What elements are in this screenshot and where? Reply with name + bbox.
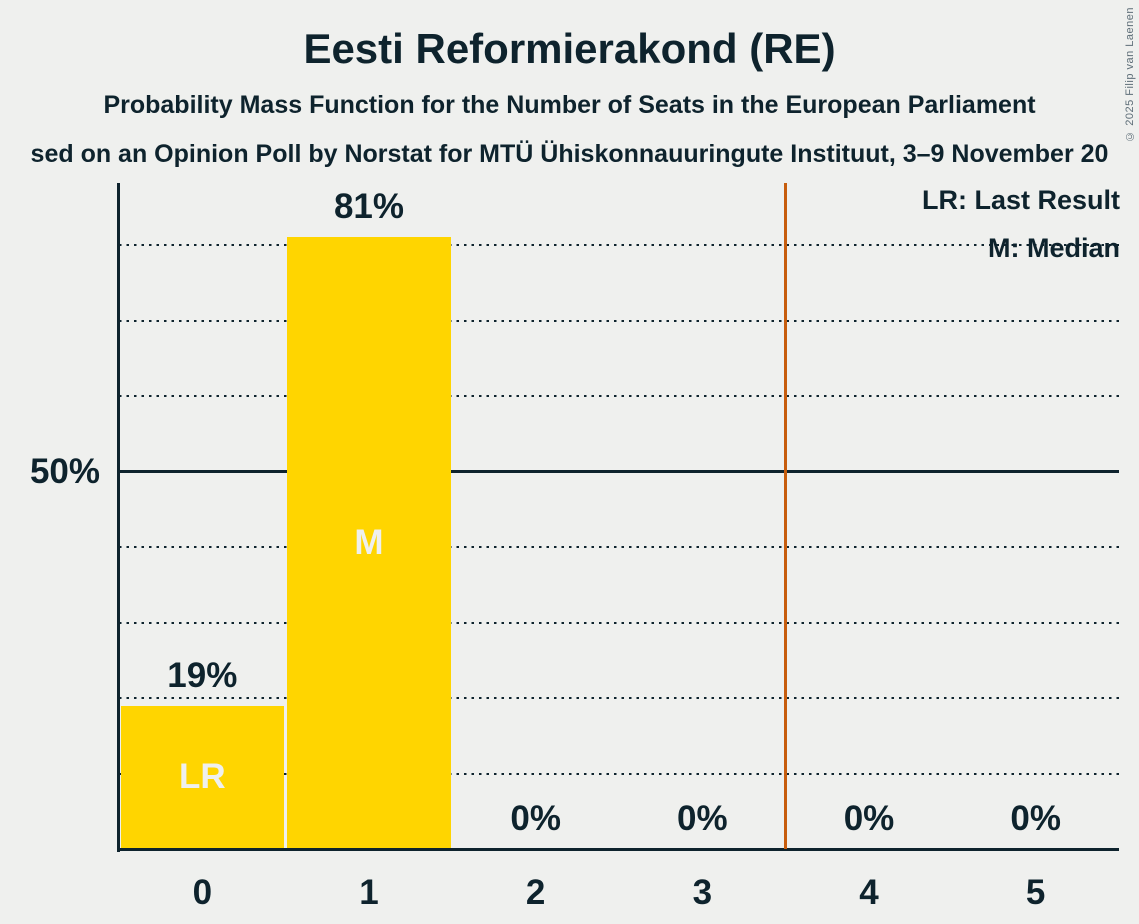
majority-threshold-line [784,183,788,849]
gridline-10pct [119,772,1119,775]
bar-marker-lr-seats-0: LR [179,757,226,797]
y-axis-line [116,183,120,852]
bar-value-label-seats-3: 0% [677,799,728,838]
gridline-40pct [119,546,1119,548]
bar-seats-0 [120,705,285,848]
gridline-30pct [119,621,1119,624]
x-axis-line [116,847,1119,851]
bar-value-label-seats-2: 0% [510,799,561,838]
x-tick-label-seats-3: 3 [692,873,713,912]
x-tick-label-seats-1: 1 [359,873,379,912]
x-tick-label-seats-2: 2 [525,873,546,912]
y-tick-label-50pct: 50% [29,451,100,491]
bar-seats-1 [287,237,451,848]
bar-value-label-seats-1: 81% [333,187,405,227]
chart-subtitle: Probability Mass Function for the Number… [103,91,1036,119]
gridline-70pct [119,319,1119,322]
bar-value-label-seats-0: 19% [167,655,238,695]
bar-value-label-seats-4: 0% [843,799,895,838]
x-tick-label-seats-4: 4 [859,873,879,912]
chart-title: Eesti Reformierakond (RE) [303,25,836,72]
gridline-80pct [119,244,1119,246]
chart-source-line: sed on an Opinion Poll by Norstat for MT… [30,140,1109,168]
chart-legend: LR: Last Result M: Median [922,176,1120,272]
majority-probability-line-50pct [119,470,1119,473]
gridline-60pct [119,395,1119,397]
bar-marker-m-seats-1: M [354,523,384,563]
legend-median: M: Median [988,233,1120,263]
x-tick-label-seats-0: 0 [192,873,213,912]
bar-value-label-seats-5: 0% [1010,799,1061,838]
x-tick-label-seats-5: 5 [1025,873,1046,912]
gridline-20pct [119,697,1119,699]
legend-last-result: LR: Last Result [921,185,1120,215]
